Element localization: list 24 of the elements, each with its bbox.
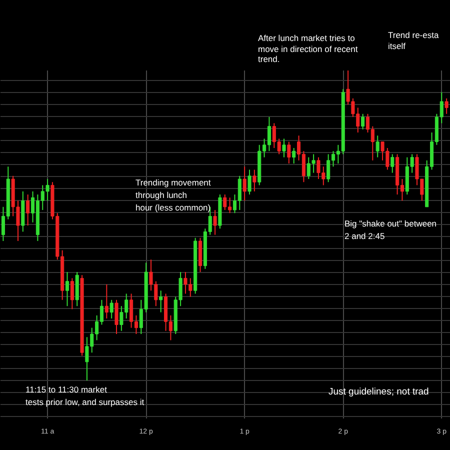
text: Trend re-esta itself	[388, 30, 439, 52]
candlestick	[114, 299, 118, 334]
candlestick	[110, 299, 114, 319]
candlestick	[70, 278, 74, 310]
candlestick	[26, 194, 30, 226]
candlestick	[444, 98, 448, 114]
text: Just guidelines; not trad	[328, 386, 429, 398]
text: After lunch market tries to move in direction of recent trend.	[258, 33, 358, 65]
candlestick	[104, 284, 108, 319]
annotation: Big "shake out" between 2 and 2:45	[344, 218, 437, 241]
candlestick	[242, 166, 246, 202]
candlestick	[252, 169, 256, 192]
candlestick	[282, 138, 286, 158]
candlestick	[376, 135, 380, 158]
annotation: Trending movement through lunch hour (less common)	[136, 178, 212, 212]
candlestick	[361, 113, 365, 130]
candlestick	[159, 290, 163, 313]
candlestick	[248, 169, 252, 195]
candlestick	[287, 141, 291, 164]
candlestick	[213, 210, 217, 236]
candlestick	[65, 272, 70, 307]
candlestick	[390, 154, 394, 174]
candlestick	[292, 148, 296, 164]
text: 11:15 to 11:30 market tests prior low, and surpasses it	[26, 384, 145, 407]
